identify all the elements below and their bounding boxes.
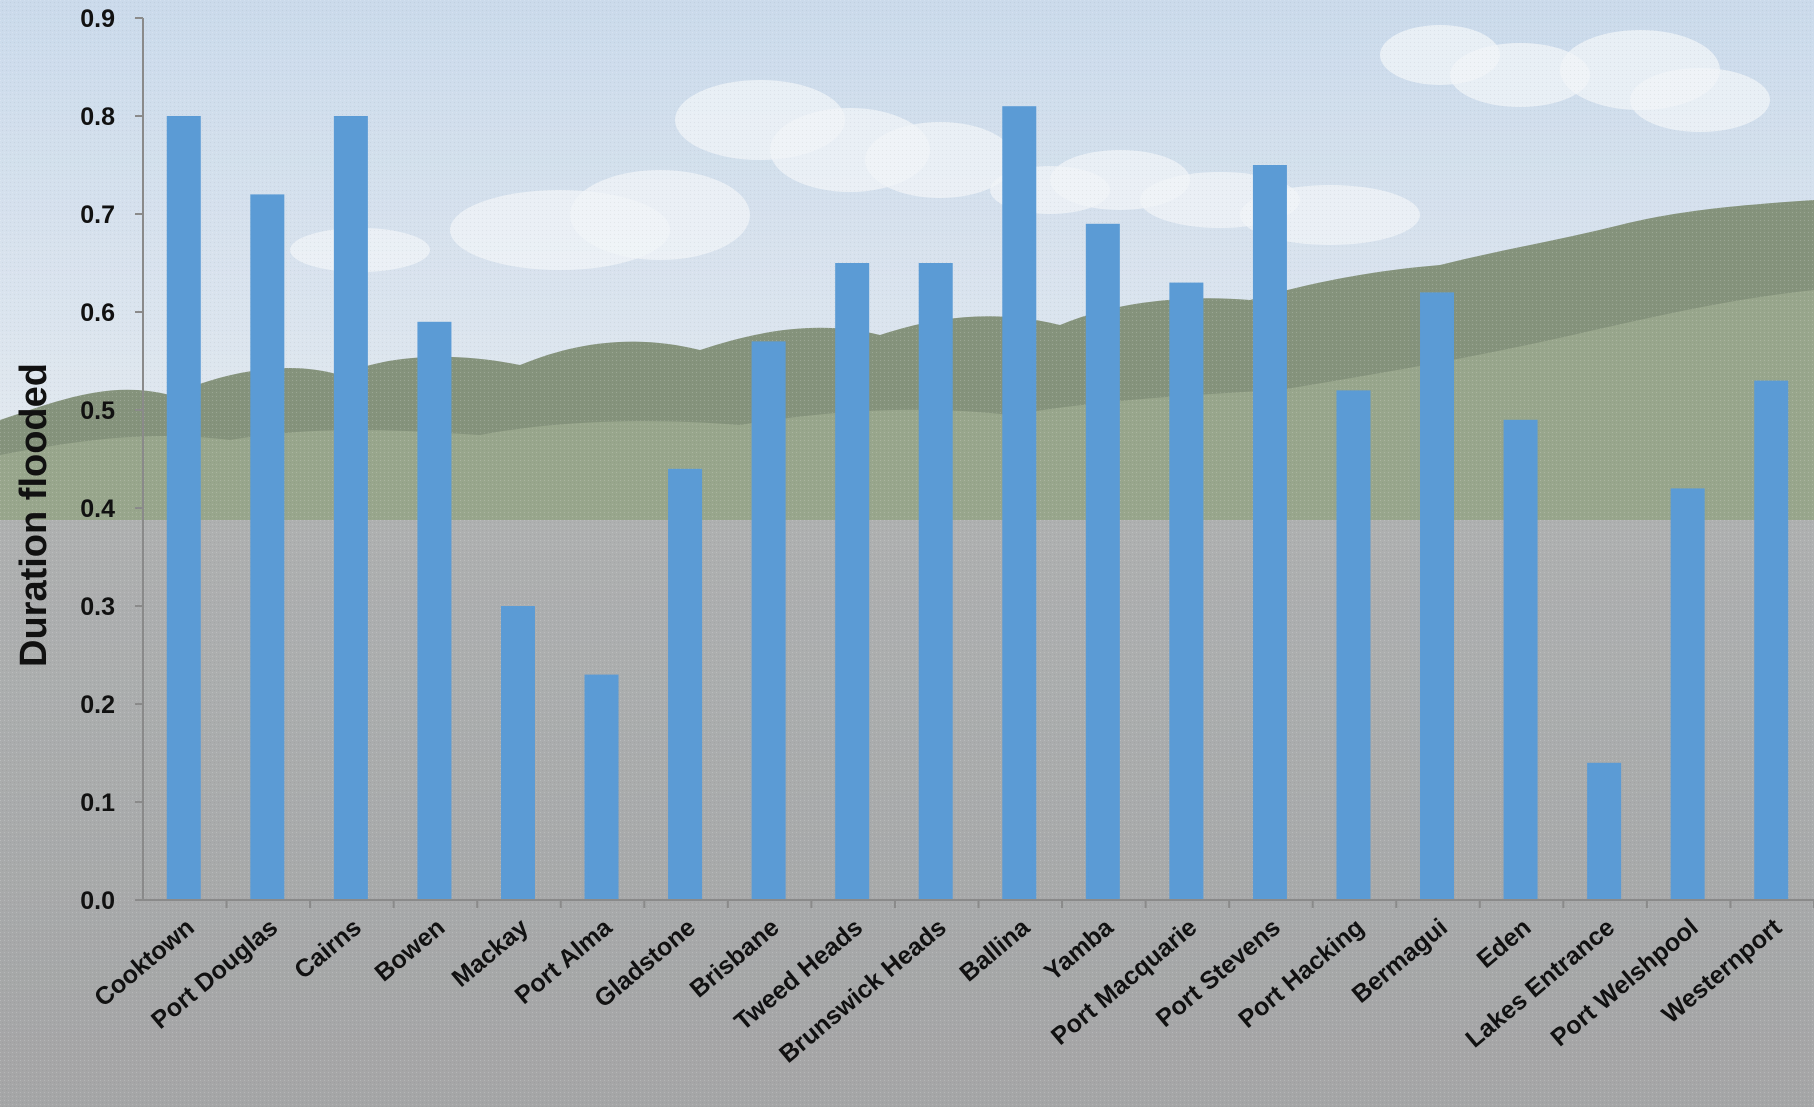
bar-brisbane bbox=[751, 341, 786, 900]
bar-brunswick-heads bbox=[918, 263, 953, 900]
bar-gladstone bbox=[668, 468, 703, 900]
bars bbox=[166, 106, 1789, 901]
bar-port-macquarie bbox=[1169, 282, 1204, 901]
bar-port-welshpool bbox=[1670, 488, 1705, 900]
y-tick-label: 0.2 bbox=[80, 691, 115, 719]
bar-bowen bbox=[417, 321, 452, 900]
y-tick-label: 0.9 bbox=[80, 5, 115, 33]
y-tick-label: 0.3 bbox=[80, 593, 115, 621]
y-tick-label: 0.1 bbox=[80, 789, 115, 817]
bar-yamba bbox=[1085, 223, 1120, 901]
y-tick-label: 0.6 bbox=[80, 299, 115, 327]
y-tick-label: 0.8 bbox=[80, 103, 115, 131]
y-axis-title: Duration flooded bbox=[13, 363, 55, 667]
bar-lakes-entrance bbox=[1587, 762, 1622, 900]
bar-cairns bbox=[333, 116, 368, 900]
bar-tweed-heads bbox=[835, 263, 870, 900]
bar-eden bbox=[1503, 419, 1538, 900]
bar-bermagui bbox=[1420, 292, 1455, 900]
bar-mackay bbox=[500, 606, 535, 900]
bar-ballina bbox=[1002, 106, 1037, 900]
y-axis-ticks: 0.0 0.1 0.2 0.3 0.4 0.5 0.6 0.7 0.8 0.9 bbox=[80, 5, 143, 915]
y-tick-label: 0.7 bbox=[80, 201, 115, 229]
bar-port-stevens bbox=[1252, 165, 1287, 900]
y-tick-label: 0.4 bbox=[80, 495, 115, 523]
bar-port-alma bbox=[584, 674, 619, 900]
bar-westernport bbox=[1754, 380, 1789, 901]
bar-port-hacking bbox=[1336, 390, 1371, 900]
y-tick-label: 0.5 bbox=[80, 397, 115, 425]
bar-port-douglas bbox=[250, 194, 285, 900]
bar-cooktown bbox=[166, 116, 201, 900]
y-tick-label: 0.0 bbox=[80, 887, 115, 915]
